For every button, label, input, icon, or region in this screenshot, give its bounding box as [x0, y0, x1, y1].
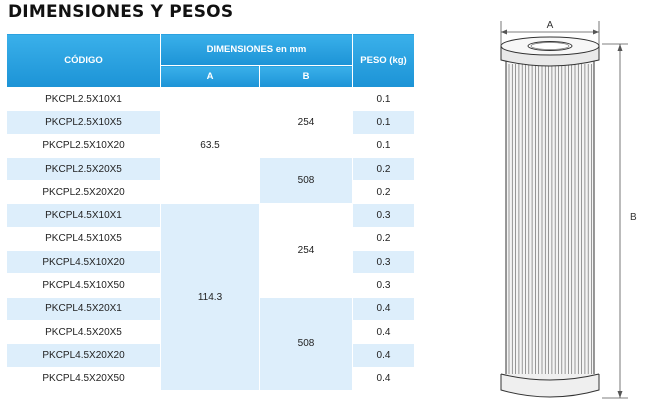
table-row: PKCPL4.5X10X20 0.3	[6, 250, 415, 275]
weight-cell: 0.1	[352, 133, 415, 158]
dim-b-cell: 254	[259, 203, 353, 298]
weight-cell: 0.3	[352, 273, 415, 298]
weight-cell: 0.4	[352, 319, 415, 345]
code-cell: PKCPL2.5X20X5	[6, 156, 161, 182]
code-cell: PKCPL4.5X20X20	[6, 343, 161, 368]
code-cell: PKCPL4.5X10X20	[6, 250, 161, 275]
dim-b-cell: 508	[259, 156, 353, 205]
weight-cell: 0.2	[352, 156, 415, 182]
dimension-a-label: A	[547, 20, 554, 31]
weight-cell: 0.4	[352, 343, 415, 368]
code-cell: PKCPL4.5X20X1	[6, 296, 161, 321]
header-dim-a: A	[160, 65, 260, 88]
weight-cell: 0.1	[352, 110, 415, 135]
code-cell: PKCPL2.5X20X20	[6, 180, 161, 205]
code-cell: PKCPL4.5X10X1	[6, 203, 161, 228]
code-cell: PKCPL2.5X10X1	[6, 86, 161, 112]
table-row: PKCPL2.5X10X1 63.5 254 0.1	[6, 86, 415, 205]
table-row: PKCPL4.5X10X1 114.3 254 0.3	[6, 203, 415, 391]
dimension-b-label: B	[630, 212, 637, 223]
code-cell: PKCPL2.5X10X20	[6, 133, 161, 158]
weight-cell: 0.2	[352, 180, 415, 205]
weight-cell: 0.4	[352, 296, 415, 321]
code-cell: PKCPL4.5X10X50	[6, 273, 161, 298]
table-row: PKCPL4.5X20X1 508 0.4	[6, 296, 415, 392]
dimensions-weights-table: CÓDIGO DIMENSIONES en mm PESO (kg) A B P…	[6, 33, 415, 392]
weight-cell: 0.3	[352, 203, 415, 228]
weight-cell: 0.2	[352, 226, 415, 252]
dimension-a-marker: A	[500, 20, 600, 46]
weight-cell: 0.3	[352, 250, 415, 275]
code-cell: PKCPL4.5X20X5	[6, 319, 161, 345]
table-row: PKCPL4.5X20X50 0.4	[6, 366, 415, 392]
table-row: PKCPL2.5X20X5 508 0.2	[6, 156, 415, 205]
page-title: DIMENSIONES Y PESOS	[8, 2, 234, 22]
weight-cell: 0.1	[352, 86, 415, 112]
header-code: CÓDIGO	[6, 33, 161, 88]
weight-cell: 0.4	[352, 366, 415, 392]
dim-a-cell: 114.3	[160, 203, 260, 391]
dim-b-cell: 508	[259, 296, 353, 392]
dim-b-cell: 254	[259, 87, 353, 158]
table-row: PKCPL4.5X10X50 0.3	[6, 273, 415, 298]
cartridge-body	[500, 36, 600, 398]
code-cell: PKCPL4.5X10X5	[6, 226, 161, 252]
table-row: PKCPL4.5X10X5 0.2	[6, 226, 415, 252]
table-row: PKCPL4.5X20X20 0.4	[6, 343, 415, 368]
header-dimensions: DIMENSIONES en mm	[160, 33, 353, 66]
code-cell: PKCPL2.5X10X5	[6, 110, 161, 135]
header-dim-b: B	[259, 65, 353, 88]
filter-cartridge-drawing: A B	[500, 20, 637, 399]
code-cell: PKCPL4.5X20X50	[6, 366, 161, 392]
table-row: PKCPL2.5X10X5 0.1	[6, 110, 415, 135]
table-row: PKCPL2.5X10X20 0.1	[6, 133, 415, 158]
dim-a-cell: 63.5	[160, 86, 260, 205]
dimension-b-marker: B	[602, 43, 637, 399]
table-row: PKCPL2.5X20X20 0.2	[6, 180, 415, 205]
header-weight: PESO (kg)	[352, 33, 415, 88]
